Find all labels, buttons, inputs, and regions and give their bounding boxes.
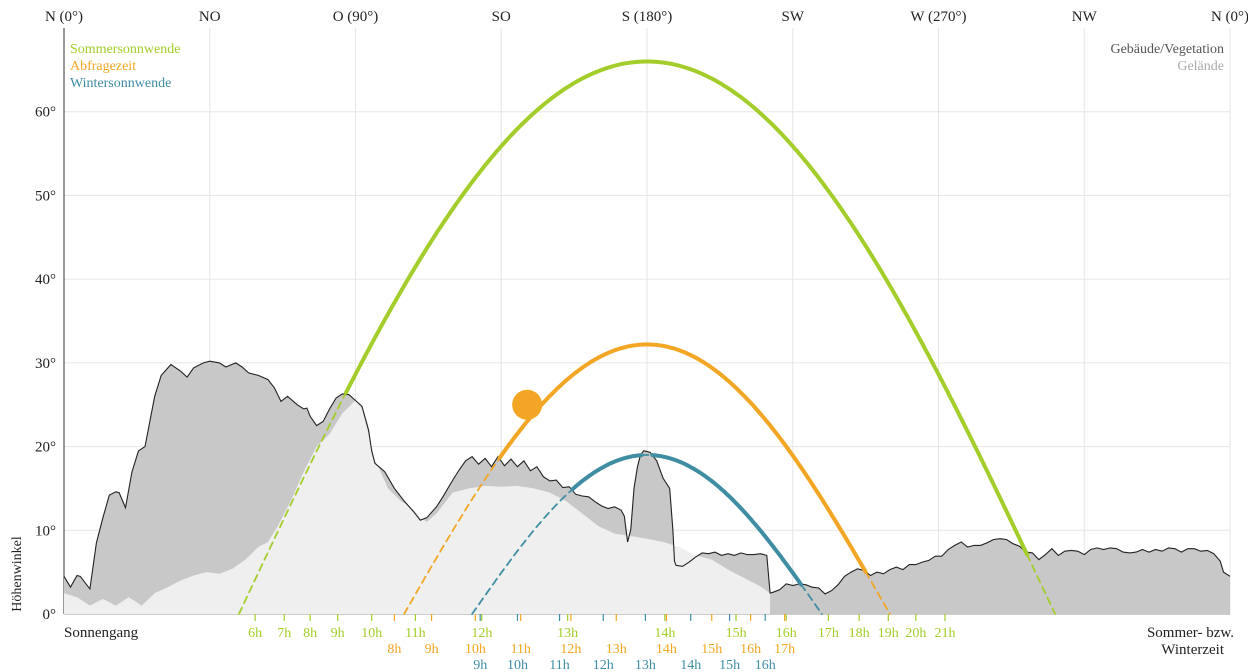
summer-hour-label: 15h <box>726 626 747 641</box>
summer-hour-label: 21h <box>934 626 955 641</box>
summer-hour-label: 14h <box>654 626 675 641</box>
y-tick-label: 20° <box>35 440 56 456</box>
direction-label: SO <box>492 9 511 25</box>
query-hour-label: 15h <box>701 642 722 657</box>
chart-labels: 6h 7h 8h 9h 10h 11h 12h 13h 14h 15h 16h 17h 18h 19h 20… <box>35 9 1248 672</box>
legend-left-item: Sommersonnwende <box>70 42 180 57</box>
legend-left-item: Abfragezeit <box>70 59 136 74</box>
summer-hour-label: 11h <box>405 626 425 641</box>
winter-hour-label: 13h <box>635 658 656 672</box>
query-hour-label: 17h <box>774 642 795 657</box>
winter-hour-label: 16h <box>755 658 776 672</box>
query-hour-label: 16h <box>740 642 761 657</box>
summer-hour-label: 7h <box>277 626 291 641</box>
y-tick-label: 10° <box>35 523 56 539</box>
summer-hour-label: 19h <box>878 626 899 641</box>
summer-hour-label: 12h <box>471 626 492 641</box>
winter-hour-label: 15h <box>719 658 740 672</box>
winter-hour-label: 14h <box>680 658 701 672</box>
direction-label: SW <box>782 9 805 25</box>
terrain-area <box>64 400 771 614</box>
direction-label: NO <box>199 9 221 25</box>
horizon-outline <box>63 360 1231 595</box>
summer-hour-label: 10h <box>361 626 382 641</box>
winter-hour-label: 9h <box>473 658 487 672</box>
direction-label: W (270°) <box>910 9 966 25</box>
query-hour-label: 11h <box>510 642 530 657</box>
query-hour-label: 8h <box>387 642 401 657</box>
direction-label: S (180°) <box>622 9 673 25</box>
winter-hour-label: 11h <box>549 658 569 672</box>
summer-hour-label: 13h <box>557 626 578 641</box>
sun-arc-hidden <box>471 488 574 615</box>
query-hour-label: 14h <box>656 642 677 657</box>
query-hour-label: 12h <box>560 642 581 657</box>
y-axis-label: Höhenwinkel <box>10 536 25 612</box>
sun-arcs <box>238 59 1056 615</box>
query-hour-label: 9h <box>425 642 439 657</box>
summer-hour-label: 18h <box>849 626 870 641</box>
sun-arc-visible <box>344 59 1029 557</box>
winter-hour-label: 12h <box>593 658 614 672</box>
sun-arc-hidden <box>238 391 347 615</box>
legend-right-item: Gebäude/Vegetation <box>1110 42 1224 57</box>
current-sun-marker <box>512 389 543 420</box>
footer-right-label-1: Sommer- bzw. <box>1147 625 1234 641</box>
y-tick-label: 30° <box>35 356 56 372</box>
legend-right-item: Gelände <box>1177 59 1224 74</box>
summer-hour-label: 9h <box>331 626 345 641</box>
sun-arc-visible <box>650 453 804 587</box>
query-hour-label: 13h <box>606 642 627 657</box>
y-tick-label: 0° <box>43 607 57 623</box>
horizon-areas <box>63 360 1231 614</box>
legend-left-item: Wintersonnwende <box>70 76 171 91</box>
winter-hour-label: 10h <box>507 658 528 672</box>
footer-left-label: Sonnengang <box>64 625 139 641</box>
sun-arc-visible <box>570 453 644 492</box>
summer-hour-label: 17h <box>818 626 839 641</box>
sun-arc-hidden <box>1026 553 1056 615</box>
summer-hour-label: 8h <box>303 626 317 641</box>
query-hour-label: 10h <box>465 642 486 657</box>
summer-hour-label: 16h <box>776 626 797 641</box>
direction-label: N (0°) <box>1211 9 1248 25</box>
y-tick-label: 50° <box>35 188 56 204</box>
y-tick-label: 60° <box>35 105 56 121</box>
sun-arc-visible <box>497 342 868 574</box>
direction-label: O (90°) <box>333 9 379 25</box>
sun-arc-hidden <box>864 570 891 615</box>
footer-right-label-2: Winterzeit <box>1161 642 1225 658</box>
direction-label: NW <box>1072 9 1098 25</box>
direction-label: N (0°) <box>45 9 83 25</box>
summer-hour-label: 6h <box>248 626 262 641</box>
hour-ticks <box>254 614 946 621</box>
summer-hour-label: 20h <box>905 626 926 641</box>
sun-arc-hidden <box>800 583 823 615</box>
y-tick-label: 40° <box>35 272 56 288</box>
